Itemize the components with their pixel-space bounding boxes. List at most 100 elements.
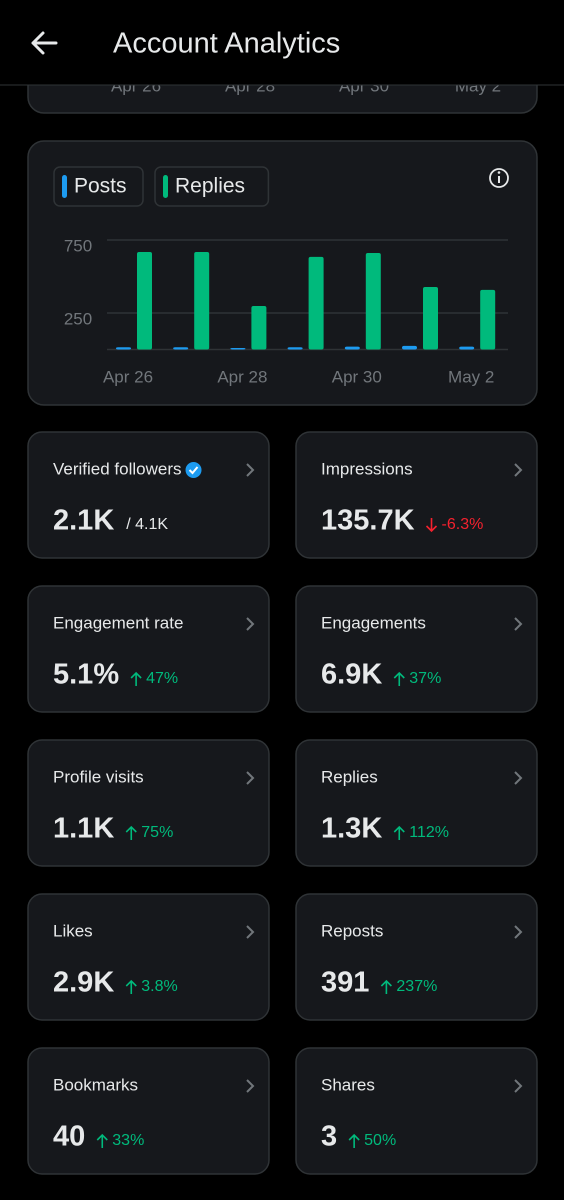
legend-box[interactable] xyxy=(53,166,144,207)
metric-value[interactable]: 2.9K xyxy=(53,967,114,999)
metric-card[interactable]: Bookmarks 40 33% xyxy=(27,1047,270,1175)
metric-card[interactable]: Engagements 6.9K 37% xyxy=(295,585,538,713)
bar xyxy=(116,347,131,350)
header-title: Account Analytics xyxy=(113,28,340,60)
metric-card[interactable]: Likes 2.9K 3.8% xyxy=(27,893,270,1021)
bar xyxy=(287,347,303,350)
metric-label[interactable]: Engagement rate xyxy=(53,613,183,632)
chevron[interactable] xyxy=(514,463,523,477)
info-circle[interactable] xyxy=(489,168,509,188)
metric-value[interactable]: 40 xyxy=(53,1121,85,1153)
card-background[interactable] xyxy=(295,431,538,559)
chevron[interactable] xyxy=(514,771,523,785)
trend-arrow[interactable] xyxy=(125,979,137,994)
trend-arrow[interactable] xyxy=(348,1133,360,1148)
legend-swatch[interactable] xyxy=(62,175,67,198)
legend-box[interactable] xyxy=(154,166,270,207)
metric-change[interactable]: 33% xyxy=(112,1132,144,1149)
card-background[interactable] xyxy=(27,585,270,713)
x-tick-label: Apr 26 xyxy=(103,367,153,386)
back-arrow[interactable] xyxy=(31,31,58,55)
metric-label[interactable]: Reposts xyxy=(321,921,383,940)
card-background[interactable] xyxy=(295,893,538,1021)
legend-label[interactable]: Replies xyxy=(175,175,245,198)
metric-value[interactable]: 2.1K xyxy=(53,505,114,537)
legend-item[interactable]: Replies xyxy=(154,166,270,207)
metric-value[interactable]: 5.1% xyxy=(53,659,119,691)
metric-value[interactable]: 1.1K xyxy=(53,813,114,845)
metric-card[interactable]: Profile visits 1.1K 75% xyxy=(27,739,270,867)
metric-label[interactable]: Bookmarks xyxy=(53,1075,138,1094)
x-tick-label: May 2 xyxy=(448,367,494,386)
metric-label[interactable]: Verified followers xyxy=(53,459,182,478)
info-icon[interactable] xyxy=(489,168,509,188)
bar xyxy=(230,348,246,350)
bar xyxy=(251,305,267,350)
chevron[interactable] xyxy=(514,1079,523,1093)
bar xyxy=(423,287,438,350)
verified-check[interactable] xyxy=(188,466,199,475)
legend-item[interactable]: Posts xyxy=(53,166,144,207)
metric-value[interactable]: 3 xyxy=(321,1121,337,1153)
card-background[interactable] xyxy=(27,893,270,1021)
metric-label[interactable]: Profile visits xyxy=(53,767,144,786)
trend-arrow[interactable] xyxy=(393,671,405,686)
chevron[interactable] xyxy=(246,925,255,939)
trend-arrow[interactable] xyxy=(96,1133,108,1148)
metric-value[interactable]: 6.9K xyxy=(321,659,382,691)
legend-swatch[interactable] xyxy=(163,175,168,198)
chevron[interactable] xyxy=(514,925,523,939)
card-background[interactable] xyxy=(27,1047,270,1175)
chevron[interactable] xyxy=(246,617,255,631)
metric-total[interactable]: / 4.1K xyxy=(126,516,168,533)
metric-card[interactable]: Verified followers 2.1K / 4.1K xyxy=(27,431,270,559)
card-background[interactable] xyxy=(295,739,538,867)
header xyxy=(0,0,564,85)
chevron[interactable] xyxy=(514,617,523,631)
legend-label[interactable]: Posts xyxy=(74,175,127,198)
metric-change[interactable]: -6.3% xyxy=(442,516,484,533)
trend-arrow[interactable] xyxy=(130,671,142,686)
metric-card[interactable]: Replies 1.3K 112% xyxy=(295,739,538,867)
bar xyxy=(365,252,381,350)
trend-arrow[interactable] xyxy=(425,518,438,533)
chevron[interactable] xyxy=(246,1079,255,1093)
y-tick-label: 250 xyxy=(64,309,92,328)
metric-change[interactable]: 50% xyxy=(364,1132,396,1149)
bar xyxy=(402,345,417,350)
trend-arrow[interactable] xyxy=(125,825,137,840)
back-button[interactable] xyxy=(31,31,58,55)
card-background[interactable] xyxy=(27,739,270,867)
bar xyxy=(137,251,152,350)
metric-change[interactable]: 112% xyxy=(409,824,449,841)
metric-card[interactable]: Engagement rate 5.1% 47% xyxy=(27,585,270,713)
metric-change[interactable]: 37% xyxy=(409,670,441,687)
metric-value[interactable]: 1.3K xyxy=(321,813,382,845)
metric-label[interactable]: Replies xyxy=(321,767,378,786)
metric-label[interactable]: Impressions xyxy=(321,459,413,478)
metric-value[interactable]: 391 xyxy=(321,967,369,999)
metric-card[interactable]: Shares 3 50% xyxy=(295,1047,538,1175)
metric-label[interactable]: Shares xyxy=(321,1075,375,1094)
metric-label[interactable]: Likes xyxy=(53,921,93,940)
metric-change[interactable]: 3.8% xyxy=(141,978,177,995)
metric-change[interactable]: 47% xyxy=(146,670,178,687)
metric-change[interactable]: 75% xyxy=(141,824,173,841)
trend-arrow[interactable] xyxy=(393,825,405,840)
bar xyxy=(173,347,189,350)
metric-label[interactable]: Engagements xyxy=(321,613,426,632)
card-background[interactable] xyxy=(295,585,538,713)
trend-arrow[interactable] xyxy=(380,979,392,994)
metric-card[interactable]: Impressions 135.7K -6.3% xyxy=(295,431,538,559)
chevron[interactable] xyxy=(246,771,255,785)
info-dot[interactable] xyxy=(497,171,501,174)
verified-badge[interactable] xyxy=(185,462,202,478)
card-background[interactable] xyxy=(27,431,270,559)
bar xyxy=(480,289,496,350)
card-background[interactable] xyxy=(295,1047,538,1175)
metric-change[interactable]: 237% xyxy=(396,978,437,995)
metric-value[interactable]: 135.7K xyxy=(321,505,415,537)
metric-card[interactable]: Reposts 391 237% xyxy=(295,893,538,1021)
chevron[interactable] xyxy=(246,463,255,477)
